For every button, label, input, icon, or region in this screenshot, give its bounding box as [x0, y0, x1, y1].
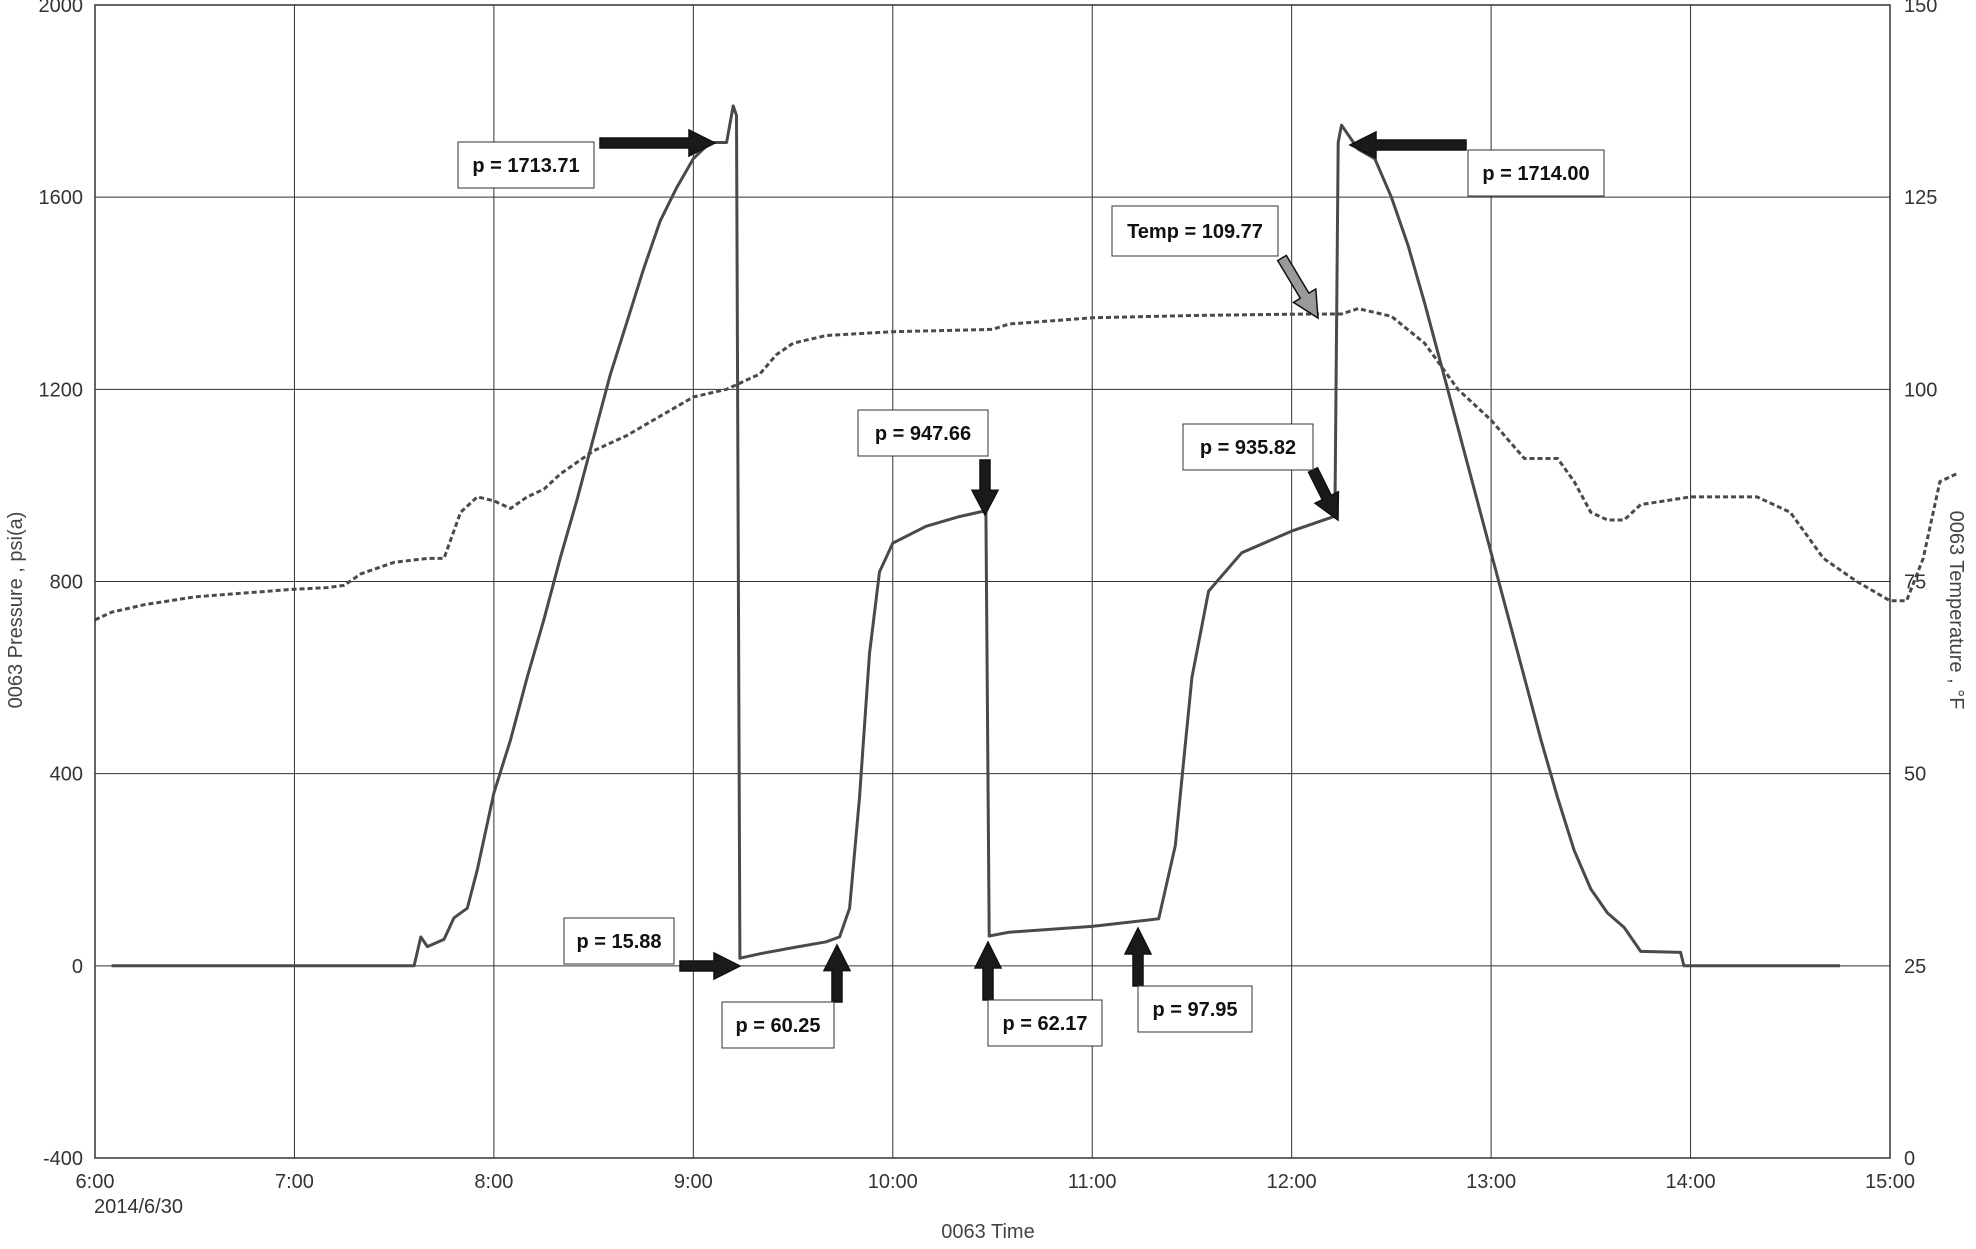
annotation-label: p = 62.17: [1002, 1013, 1087, 1035]
annotation-callout: p = 1713.71: [457, 128, 717, 189]
y-right-tick-label: 25: [1904, 956, 1926, 978]
annotation-callout: p = 1714.00: [1348, 130, 1605, 197]
x-tick-label: 14:00: [1666, 1171, 1716, 1193]
annotation-arrow: [1276, 254, 1319, 320]
annotation-box: [457, 141, 595, 189]
pressure-series-line: [111, 104, 1841, 968]
annotation-label: Temp = 109.77: [1127, 221, 1263, 243]
y-left-tick-label: 1600: [39, 187, 84, 209]
axes: 6:00 7:00 8:00 9:00 10:00 11:00 12:00 13:00 14:0…: [39, 0, 1938, 1193]
annotation-label: p = 1714.00: [1482, 163, 1589, 185]
annotation-callout: p = 60.25: [721, 943, 852, 1049]
annotation-box: [1182, 423, 1314, 471]
x-tick-label: 12:00: [1267, 1171, 1317, 1193]
annotation-arrow: [1123, 926, 1153, 987]
annotation-box: [1137, 985, 1253, 1033]
x-tick-label: 10:00: [868, 1171, 918, 1193]
annotation-label: p = 947.66: [875, 423, 971, 445]
annotation-box: [857, 409, 989, 457]
y-left-tick-label: 400: [50, 764, 83, 786]
annotation-label: p = 1713.71: [472, 155, 579, 177]
annotation-arrow: [599, 128, 717, 158]
annotation-arrow: [679, 951, 742, 981]
y-right-tick-label: 50: [1904, 764, 1926, 786]
y-left-tick-label: 0: [72, 956, 83, 978]
y-left-tick-label: 800: [50, 572, 83, 594]
annotation-box: [563, 917, 675, 965]
annotation-callout: p = 15.88: [563, 917, 742, 981]
x-tick-label: 15:00: [1865, 1171, 1915, 1193]
y-right-tick-label: 125: [1904, 187, 1937, 209]
annotation-label: p = 60.25: [735, 1015, 820, 1037]
annotation-callout: p = 97.95: [1123, 926, 1253, 1033]
annotation-arrow: [973, 940, 1003, 1001]
annotation-arrow: [1307, 466, 1340, 522]
annotation-box: [1111, 205, 1279, 257]
annotation-callout: p = 947.66: [857, 409, 1000, 517]
y-left-tick-label: -400: [43, 1148, 83, 1170]
y-right-tick-label: 75: [1904, 572, 1926, 594]
annotation-arrow: [822, 943, 852, 1003]
x-axis-start-date: 2014/6/30: [94, 1196, 183, 1218]
annotation-callout: Temp = 109.77: [1111, 205, 1319, 320]
y-left-tick-label: 1200: [39, 379, 84, 401]
y-axis-right-title: 0063 Temperature , °F: [1945, 511, 1967, 710]
y-right-tick-label: 0: [1904, 1148, 1915, 1170]
annotation-callout: p = 935.82: [1182, 423, 1340, 522]
annotation-box: [721, 1001, 835, 1049]
y-right-tick-label: 150: [1904, 0, 1937, 17]
annotation-box: [987, 999, 1103, 1047]
annotations: p = 1713.71 p = 1714.00 Temp = 109.77 p = 9…: [457, 128, 1605, 1049]
annotation-callout: p = 62.17: [973, 940, 1103, 1047]
x-tick-label: 11:00: [1068, 1171, 1117, 1193]
annotation-label: p = 97.95: [1152, 999, 1237, 1021]
annotation-arrow: [1348, 130, 1467, 160]
y-left-tick-label: 2000: [39, 0, 84, 17]
x-tick-label: 9:00: [674, 1171, 713, 1193]
x-tick-label: 7:00: [275, 1171, 314, 1193]
x-tick-label: 13:00: [1466, 1171, 1516, 1193]
plot-frame: [94, 4, 1891, 1159]
x-tick-label: 8:00: [474, 1171, 513, 1193]
series: [94, 104, 1958, 968]
annotation-label: p = 15.88: [576, 931, 661, 953]
y-axis-left-title: 0063 Pressure , psi(a): [5, 512, 27, 709]
y-right-tick-label: 100: [1904, 379, 1937, 401]
annotation-label: p = 935.82: [1200, 437, 1296, 459]
annotation-box: [1467, 149, 1605, 197]
x-tick-label: 6:00: [76, 1171, 115, 1193]
x-axis-title: 0063 Time: [941, 1221, 1034, 1243]
annotation-arrow: [970, 459, 1000, 517]
